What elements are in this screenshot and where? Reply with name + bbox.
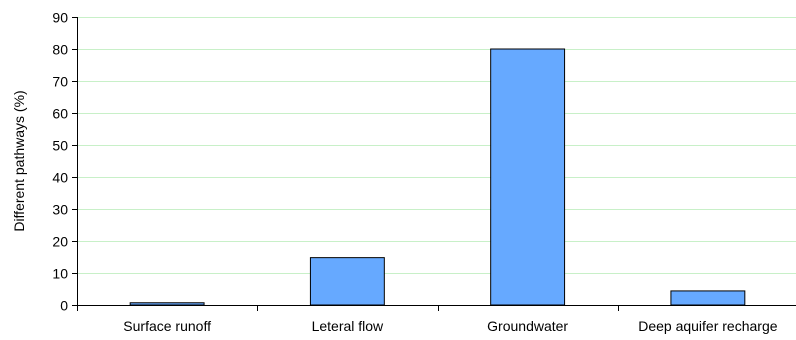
axes <box>72 17 796 311</box>
y-tick-label: 80 <box>52 42 68 58</box>
y-tick-label: 30 <box>52 202 68 218</box>
y-tick-label: 0 <box>60 298 68 314</box>
y-tick-labels: 0 10 20 30 40 50 60 70 80 90 <box>52 10 68 314</box>
x-tick-label: Leteral flow <box>312 318 384 334</box>
y-tick-label: 60 <box>52 106 68 122</box>
y-tick-label: 90 <box>52 10 68 26</box>
bar-leteral-flow <box>309 257 385 306</box>
bar-surface-runoff <box>129 302 205 306</box>
y-tick-label: 70 <box>52 74 68 90</box>
bar-groundwater <box>490 48 566 306</box>
bar-deep-aquifer-recharge <box>670 290 746 306</box>
bars <box>129 48 746 306</box>
y-axis-title: Different pathways (%) <box>11 90 27 231</box>
y-tick-label: 40 <box>52 170 68 186</box>
y-tick-label: 20 <box>52 234 68 250</box>
y-tick-label: 50 <box>52 138 68 154</box>
y-tick-label: 10 <box>52 266 68 282</box>
x-tick-label: Deep aquifer recharge <box>638 318 778 334</box>
x-tick-label: Surface runoff <box>123 318 211 334</box>
x-tick-label: Groundwater <box>487 318 568 334</box>
x-tick-labels: Surface runoff Leteral flow Groundwater Dee… <box>123 318 777 334</box>
gridlines <box>77 17 796 274</box>
